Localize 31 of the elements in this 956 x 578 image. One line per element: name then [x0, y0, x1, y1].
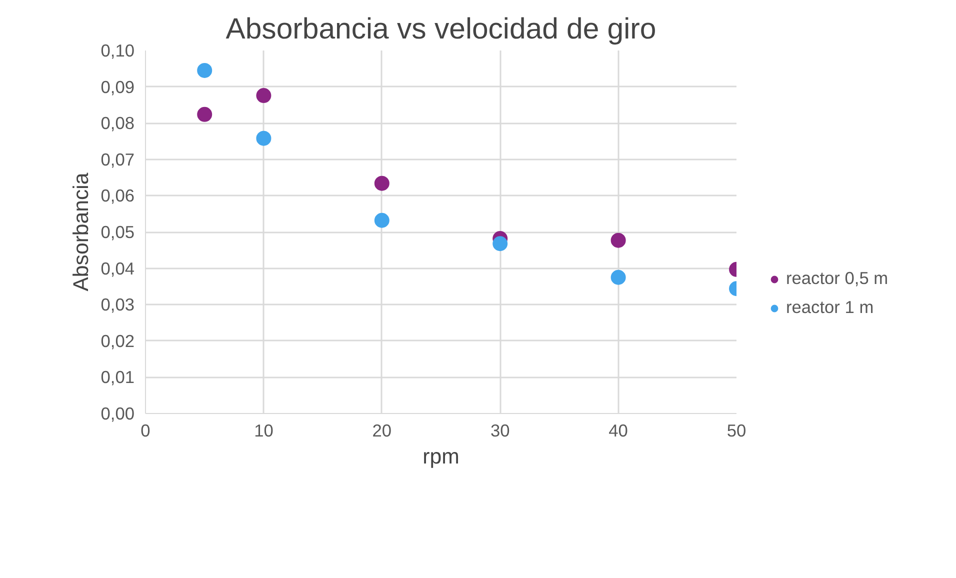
legend-label: reactor 0,5 m [786, 268, 888, 289]
x-tick-label: 20 [372, 420, 392, 440]
y-axis-title: Absorbancia [68, 172, 93, 292]
y-tick-label: 0,05 [100, 222, 135, 242]
point [374, 176, 390, 191]
y-tick-label: 0,04 [100, 258, 135, 278]
point [374, 212, 390, 228]
x-axis-title: rpm [422, 444, 460, 468]
point [492, 236, 508, 252]
point [197, 106, 212, 122]
y-tick-label: 0,07 [100, 149, 135, 170]
point [197, 62, 212, 78]
x-tick-label: 40 [608, 420, 628, 440]
x-tick-label: 0 [140, 420, 150, 440]
y-tick-label: 0,03 [100, 294, 135, 315]
chart-title: Absorbancia vs velocidad de giro [226, 12, 656, 46]
x-tick-label: 10 [254, 420, 274, 440]
y-tick-label: 0,10 [100, 40, 135, 60]
y-tick-label: 0,02 [100, 330, 135, 351]
legend-label: reactor 1 m [786, 297, 874, 318]
y-tick-label: 0,09 [100, 76, 135, 97]
y-tick-label: 0,08 [100, 113, 135, 134]
point [610, 270, 626, 285]
point [256, 88, 272, 103]
point [256, 130, 272, 146]
point [610, 232, 626, 248]
y-tick-label: 0,01 [100, 367, 135, 388]
y-tick-label: 0,06 [100, 186, 135, 206]
y-tick-label: 0,00 [100, 404, 135, 424]
x-tick-label: 30 [490, 420, 510, 440]
x-tick-label: 50 [726, 420, 746, 440]
